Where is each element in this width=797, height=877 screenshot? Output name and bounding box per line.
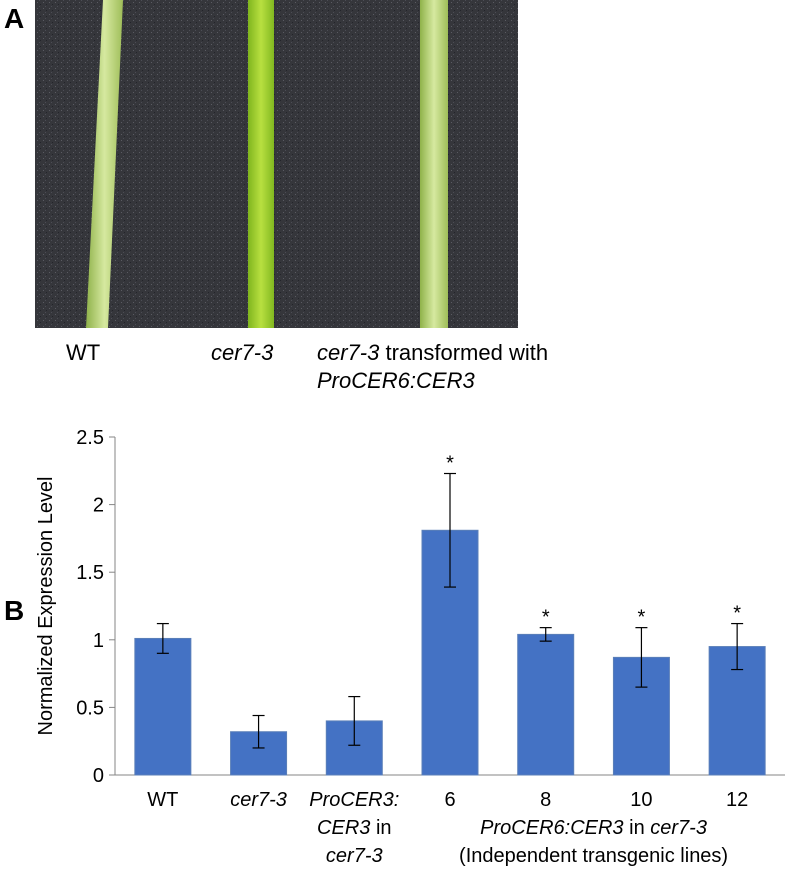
y-tick-label: 2 [93,495,104,517]
x-tick-label-part: 10 [630,789,652,811]
significance-mark: * [733,603,741,625]
photo-caption: WT [66,340,100,365]
group-label-part: in [624,817,651,839]
x-tick-label: cer7-3 [326,845,383,867]
group-label-part: cer7-3 [650,817,707,839]
x-tick-label-part: 12 [726,789,748,811]
photo-caption-part: ProCER6:CER3 [317,368,475,393]
x-tick-label: CER3 in [317,817,391,839]
group-label: ProCER6:CER3 in cer7-3 [480,817,707,839]
photo-caption-part: cer7-3 [317,340,380,365]
x-tick-label: 10 [630,789,652,811]
y-tick-label: 0.5 [76,697,104,719]
x-tick-label-part: 8 [540,789,551,811]
x-tick-label: 6 [444,789,455,811]
significance-mark: * [446,453,454,475]
photo-caption-part: WT [66,340,100,365]
panel-label: A [4,3,24,34]
x-tick-label: ProCER3: [309,789,399,811]
y-tick-label: 1.5 [76,562,104,584]
photo-caption-part: cer7-3 [211,340,274,365]
photo-caption-part: transformed with [379,340,548,365]
x-tick-label-part: in [370,817,391,839]
y-tick-label: 2.5 [76,427,104,449]
group-label-part: (Independent transgenic lines) [459,845,728,867]
x-tick-label: cer7-3 [230,789,287,811]
panel-label: B [4,595,24,626]
photo-caption: cer7-3 transformed with [317,340,548,365]
x-tick-label-part: cer7-3 [326,845,383,867]
x-tick-label: 12 [726,789,748,811]
photo-caption: ProCER6:CER3 [317,368,475,393]
y-axis-title: Normalized Expression Level [35,476,57,735]
y-tick-label: 0 [93,765,104,787]
group-label: (Independent transgenic lines) [459,845,728,867]
bar [134,637,192,776]
x-tick-label: 8 [540,789,551,811]
y-tick-label: 1 [93,630,104,652]
significance-mark: * [638,607,646,629]
x-tick-label: WT [147,789,178,811]
x-tick-label-part: cer7-3 [230,789,287,811]
x-tick-label-part: CER3 [317,817,370,839]
x-tick-label-part: ProCER3: [309,789,399,811]
bar [517,633,575,776]
x-tick-label-part: 6 [444,789,455,811]
x-tick-label-part: WT [147,789,178,811]
group-label-part: ProCER6:CER3 [480,817,623,839]
photo-caption: cer7-3 [211,340,274,365]
photo [35,0,518,328]
significance-mark: * [542,607,550,629]
